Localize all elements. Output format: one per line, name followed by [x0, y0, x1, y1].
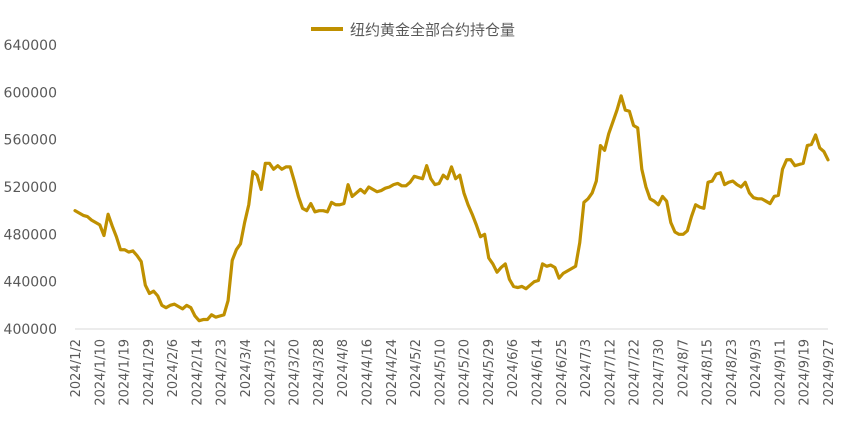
x-tick-label: 2024/3/28 — [312, 339, 327, 406]
x-tick-label: 2024/3/4 — [239, 339, 254, 397]
y-tick-label: 440000 — [4, 275, 57, 291]
y-tick-label: 400000 — [4, 322, 57, 338]
x-tick-label: 2024/1/29 — [142, 339, 157, 406]
x-tick-label: 2024/4/24 — [385, 339, 400, 406]
x-tick-label: 2024/5/20 — [458, 339, 473, 406]
x-tick-label: 2024/1/19 — [118, 339, 133, 406]
y-tick-label: 600000 — [4, 85, 57, 101]
x-tick-label: 2024/9/27 — [822, 339, 837, 406]
x-tick-label: 2024/9/19 — [798, 339, 813, 406]
x-tick-label: 2024/3/20 — [288, 339, 303, 406]
x-tick-label: 2024/7/12 — [603, 339, 618, 406]
x-tick-label: 2024/5/29 — [482, 339, 497, 406]
x-tick-label: 2024/8/7 — [676, 339, 691, 397]
legend-label: 纽约黄金全部合约持仓量 — [350, 21, 515, 39]
x-tick-label: 2024/5/2 — [409, 339, 424, 397]
x-tick-label: 2024/6/14 — [531, 339, 546, 406]
x-tick-label: 2024/7/3 — [579, 339, 594, 397]
plot-area — [73, 94, 830, 323]
x-tick-label: 2024/1/10 — [93, 339, 108, 406]
x-tick-label: 2024/9/11 — [773, 339, 788, 406]
x-tick-label: 2024/1/2 — [69, 339, 84, 397]
x-tick-label: 2024/6/6 — [506, 339, 521, 397]
x-tick-label: 2024/7/30 — [652, 339, 667, 406]
x-axis: 2024/1/2 2024/1/10 2024/1/19 2024/1/29 2024/… — [69, 339, 837, 406]
x-tick-label: 2024/4/8 — [336, 339, 351, 397]
y-tick-label: 480000 — [4, 227, 57, 243]
y-tick-label: 640000 — [4, 38, 57, 54]
x-tick-label: 2024/3/12 — [263, 339, 278, 406]
series-line — [73, 94, 830, 323]
x-tick-label: 2024/2/23 — [215, 339, 230, 406]
x-tick-label: 2024/5/10 — [433, 339, 448, 406]
x-tick-label: 2024/9/3 — [749, 339, 764, 397]
x-tick-label: 2024/7/22 — [628, 339, 643, 406]
x-tick-label: 2024/2/14 — [190, 339, 205, 406]
y-axis: 640000 600000 560000 520000 480000 440000 4000… — [4, 38, 57, 338]
y-tick-label: 560000 — [4, 133, 57, 149]
legend: 纽约黄金全部合约持仓量 — [311, 21, 515, 39]
x-tick-label: 2024/6/25 — [555, 339, 570, 406]
x-tick-label: 2024/2/6 — [166, 339, 181, 397]
x-tick-label: 2024/8/15 — [701, 339, 716, 406]
x-tick-label: 2024/4/16 — [360, 339, 375, 406]
y-tick-label: 520000 — [4, 180, 57, 196]
x-tick-label: 2024/8/23 — [725, 339, 740, 406]
